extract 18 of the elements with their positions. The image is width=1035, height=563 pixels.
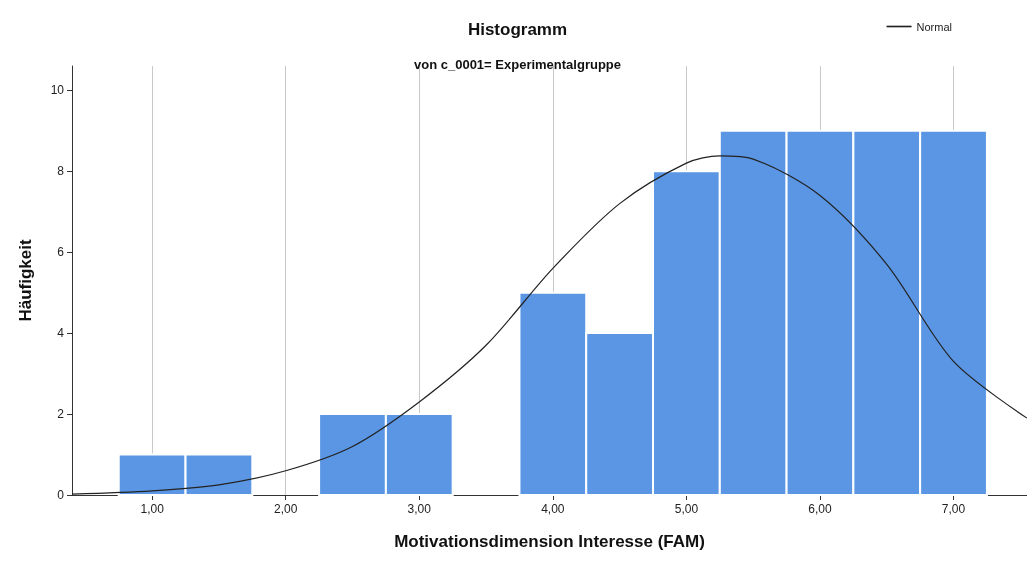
- y-tick-label: 4: [57, 326, 65, 341]
- x-tick-label: 3,00: [407, 502, 432, 516]
- x-tick-label: 4,00: [541, 502, 565, 516]
- x-axis-title: Motivationsdimension Interesse (FAM): [394, 532, 705, 551]
- x-tick-label: 7,00: [941, 502, 966, 516]
- x-tick-label: 5,00: [674, 502, 699, 516]
- y-axis-title: Häufigkeit: [16, 239, 35, 322]
- y-tick-label: 10: [50, 83, 65, 98]
- legend-label: Normal: [916, 20, 952, 33]
- chart-title: Histogramm: [467, 20, 568, 39]
- y-tick-label: 2: [57, 407, 65, 422]
- x-tick-label: 1,00: [140, 502, 165, 516]
- x-tick-label: 2,00: [274, 502, 298, 516]
- y-tick-label: 8: [57, 164, 65, 179]
- x-tick-label: 6,00: [808, 502, 832, 516]
- y-tick-label: 0: [57, 488, 65, 502]
- y-tick-label: 6: [57, 245, 65, 260]
- chart-subtitle: von c_0001= Experimentalgruppe: [413, 57, 622, 72]
